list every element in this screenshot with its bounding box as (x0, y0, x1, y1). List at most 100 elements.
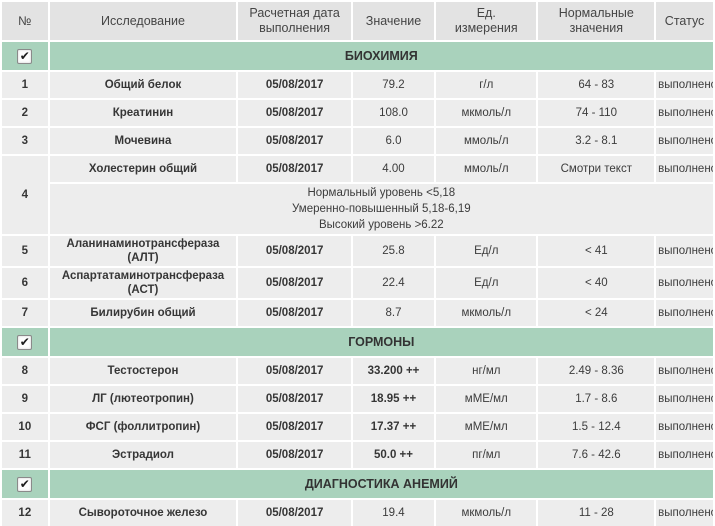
note-line: Умеренно-повышенный 5,18-6,19 (292, 203, 471, 215)
calc-date: 05/08/2017 (238, 128, 351, 154)
table-row: 6 Аспартатаминотрансфераза (АСТ) 05/08/201… (2, 268, 713, 298)
table-row: 3 Мочевина 05/08/2017 6.0 ммоль/л 3.2 - 8.1 вы… (2, 128, 713, 154)
row-number: 5 (2, 236, 48, 266)
calc-date: 05/08/2017 (238, 442, 351, 468)
value-cell: 79.2 (352, 72, 435, 98)
normal-range-cell: 11 - 28 (538, 500, 655, 526)
calc-date: 05/08/2017 (238, 72, 351, 98)
header-normal: Нормальные значения (538, 2, 655, 40)
normal-range-cell: 1.7 - 8.6 (538, 386, 655, 412)
study-name: Мочевина (49, 128, 237, 154)
table-header: № Исследование Расчетная дата выполнения… (2, 2, 713, 40)
section-checkbox[interactable]: ✔ (17, 334, 33, 350)
unit-cell: мкмоль/л (436, 500, 537, 526)
study-name: Сывороточное железо (49, 500, 237, 526)
normal-range-cell: 64 - 83 (538, 72, 655, 98)
study-name: Билирубин общий (49, 300, 237, 326)
status-cell: выполнено (656, 442, 713, 468)
value-cell: 18.95 ++ (352, 386, 435, 412)
study-name: Тестостерон (49, 358, 237, 384)
status-cell: выполнено (656, 100, 713, 126)
normal-range-cell: Смотри текст (538, 156, 655, 182)
status-cell: выполнено (656, 300, 713, 326)
table-row: 11 Эстрадиол 05/08/2017 50.0 ++ пг/мл 7.6 - 4… (2, 442, 713, 468)
study-name: ФСГ (фоллитропин) (49, 414, 237, 440)
row-number: 7 (2, 300, 48, 326)
unit-cell: ммоль/л (436, 128, 537, 154)
row-number: 8 (2, 358, 48, 384)
row-number: 4 (2, 156, 48, 234)
value-cell: 33.200 ++ (352, 358, 435, 384)
calc-date: 05/08/2017 (238, 156, 351, 182)
table-body: ✔ БИОХИМИЯ 1 Общий белок 05/08/2017 79.2 г/л 64… (2, 42, 713, 526)
study-name: Креатинин (49, 100, 237, 126)
normal-range-cell: < 24 (538, 300, 655, 326)
table-row: 4 Холестерин общий 05/08/2017 4.00 ммоль/л См… (2, 156, 713, 234)
calc-date: 05/08/2017 (238, 100, 351, 126)
row-number: 12 (2, 500, 48, 526)
note-line: Нормальный уровень <5,18 (307, 187, 456, 199)
calc-date: 05/08/2017 (238, 500, 351, 526)
section-title: БИОХИМИЯ (49, 42, 713, 70)
table-row: 12 Сывороточное железо 05/08/2017 19.4 мкмол… (2, 500, 713, 526)
status-cell: выполнено (656, 128, 713, 154)
section-row: ✔ ГОРМОНЫ (2, 328, 713, 356)
row-number: 1 (2, 72, 48, 98)
calc-date: 05/08/2017 (238, 300, 351, 326)
normal-range-cell: < 41 (538, 236, 655, 266)
study-name: ЛГ (лютеотропин) (49, 386, 237, 412)
unit-cell: пг/мл (436, 442, 537, 468)
study-name: Аспартатаминотрансфераза (АСТ) (49, 268, 237, 298)
table-row: 10 ФСГ (фоллитропин) 05/08/2017 17.37 ++ мМЕ… (2, 414, 713, 440)
status-cell: выполнено (656, 72, 713, 98)
section-checkbox-cell: ✔ (2, 470, 48, 498)
section-checkbox-cell: ✔ (2, 42, 48, 70)
study-name: Эстрадиол (49, 442, 237, 468)
value-cell: 22.4 (352, 268, 435, 298)
status-cell: выполнено (656, 358, 713, 384)
row-number: 3 (2, 128, 48, 154)
section-checkbox[interactable]: ✔ (17, 476, 33, 492)
status-cell: выполнено (656, 414, 713, 440)
unit-cell: г/л (436, 72, 537, 98)
section-checkbox-cell: ✔ (2, 328, 48, 356)
section-row: ✔ БИОХИМИЯ (2, 42, 713, 70)
header-unit: Ед. измерения (436, 2, 537, 40)
table-row: 5 Аланинаминотрансфераза (АЛТ) 05/08/2017 2… (2, 236, 713, 266)
table-row: 1 Общий белок 05/08/2017 79.2 г/л 64 - 83 выпо… (2, 72, 713, 98)
status-cell: выполнено (656, 236, 713, 266)
header-value: Значение (352, 2, 435, 40)
calc-date: 05/08/2017 (238, 386, 351, 412)
section-title: ДИАГНОСТИКА АНЕМИЙ (49, 470, 713, 498)
normal-range-cell: 74 - 110 (538, 100, 655, 126)
status-cell: выполнено (656, 386, 713, 412)
unit-cell: мкмоль/л (436, 300, 537, 326)
header-study: Исследование (49, 2, 237, 40)
calc-date: 05/08/2017 (238, 358, 351, 384)
unit-cell: Ед/л (436, 268, 537, 298)
unit-cell: ммоль/л (436, 156, 537, 182)
normal-range-cell: 2.49 - 8.36 (538, 358, 655, 384)
table-row: 7 Билирубин общий 05/08/2017 8.7 мкмоль/л < 2… (2, 300, 713, 326)
section-row: ✔ ДИАГНОСТИКА АНЕМИЙ (2, 470, 713, 498)
unit-cell: мМЕ/мл (436, 414, 537, 440)
row-number: 9 (2, 386, 48, 412)
study-name: Общий белок (49, 72, 237, 98)
table-row: 2 Креатинин 05/08/2017 108.0 мкмоль/л 74 - 11… (2, 100, 713, 126)
unit-cell: мкмоль/л (436, 100, 537, 126)
unit-cell: нг/мл (436, 358, 537, 384)
row-number: 10 (2, 414, 48, 440)
normal-range-cell: 3.2 - 8.1 (538, 128, 655, 154)
calc-date: 05/08/2017 (238, 236, 351, 266)
unit-cell: Ед/л (436, 236, 537, 266)
status-cell: выполнено (656, 500, 713, 526)
table-row: 9 ЛГ (лютеотропин) 05/08/2017 18.95 ++ мМЕ/м… (2, 386, 713, 412)
status-cell: выполнено (656, 156, 713, 182)
calc-date: 05/08/2017 (238, 268, 351, 298)
table-row: 8 Тестостерон 05/08/2017 33.200 ++ нг/мл 2.49… (2, 358, 713, 384)
value-cell: 4.00 (352, 156, 435, 182)
unit-cell: мМЕ/мл (436, 386, 537, 412)
section-checkbox[interactable]: ✔ (17, 48, 33, 64)
section-title: ГОРМОНЫ (49, 328, 713, 356)
value-cell: 19.4 (352, 500, 435, 526)
